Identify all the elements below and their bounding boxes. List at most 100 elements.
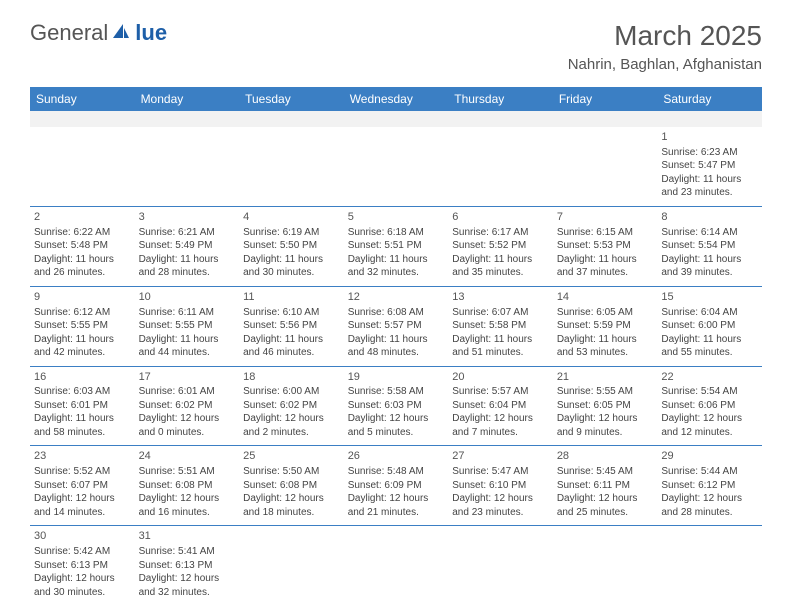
day-rise: Sunrise: 6:19 AM <box>243 226 340 240</box>
day-number: 7 <box>557 210 654 225</box>
day-dl1: Daylight: 11 hours <box>243 253 340 267</box>
calendar-cell <box>448 526 553 605</box>
day-dl2: and 7 minutes. <box>452 426 549 440</box>
title-area: March 2025 Nahrin, Baghlan, Afghanistan <box>568 20 762 73</box>
calendar-cell: 30Sunrise: 5:42 AMSunset: 6:13 PMDayligh… <box>30 526 135 605</box>
day-rise: Sunrise: 5:57 AM <box>452 385 549 399</box>
day-dl1: Daylight: 12 hours <box>139 492 236 506</box>
day-number: 8 <box>661 210 758 225</box>
day-dl2: and 28 minutes. <box>661 506 758 520</box>
calendar-cell: 16Sunrise: 6:03 AMSunset: 6:01 PMDayligh… <box>30 366 135 446</box>
day-set: Sunset: 6:04 PM <box>452 399 549 413</box>
day-dl1: Daylight: 11 hours <box>243 333 340 347</box>
day-number: 15 <box>661 290 758 305</box>
day-set: Sunset: 6:02 PM <box>243 399 340 413</box>
day-dl2: and 44 minutes. <box>139 346 236 360</box>
day-rise: Sunrise: 6:23 AM <box>661 146 758 160</box>
spacer-cell <box>657 111 762 127</box>
calendar-cell: 17Sunrise: 6:01 AMSunset: 6:02 PMDayligh… <box>135 366 240 446</box>
weekday-header-row: Sunday Monday Tuesday Wednesday Thursday… <box>30 87 762 111</box>
day-set: Sunset: 6:02 PM <box>139 399 236 413</box>
day-set: Sunset: 5:55 PM <box>139 319 236 333</box>
calendar-cell <box>30 127 135 206</box>
day-number: 21 <box>557 370 654 385</box>
day-dl1: Daylight: 11 hours <box>452 333 549 347</box>
day-number: 30 <box>34 529 131 544</box>
day-number: 17 <box>139 370 236 385</box>
calendar-cell: 5Sunrise: 6:18 AMSunset: 5:51 PMDaylight… <box>344 206 449 286</box>
day-dl1: Daylight: 11 hours <box>661 173 758 187</box>
calendar-cell: 19Sunrise: 5:58 AMSunset: 6:03 PMDayligh… <box>344 366 449 446</box>
day-set: Sunset: 5:53 PM <box>557 239 654 253</box>
spacer-cell <box>448 111 553 127</box>
day-dl2: and 23 minutes. <box>452 506 549 520</box>
day-number: 24 <box>139 449 236 464</box>
month-title: March 2025 <box>568 20 762 52</box>
calendar-cell: 22Sunrise: 5:54 AMSunset: 6:06 PMDayligh… <box>657 366 762 446</box>
weekday-header: Saturday <box>657 87 762 111</box>
day-dl2: and 53 minutes. <box>557 346 654 360</box>
day-set: Sunset: 6:13 PM <box>139 559 236 573</box>
calendar-cell <box>553 127 658 206</box>
day-dl1: Daylight: 11 hours <box>661 333 758 347</box>
day-rise: Sunrise: 5:58 AM <box>348 385 445 399</box>
calendar-cell: 24Sunrise: 5:51 AMSunset: 6:08 PMDayligh… <box>135 446 240 526</box>
sail-icon <box>111 22 131 45</box>
day-number: 2 <box>34 210 131 225</box>
day-set: Sunset: 5:51 PM <box>348 239 445 253</box>
calendar-cell <box>239 526 344 605</box>
day-rise: Sunrise: 6:11 AM <box>139 306 236 320</box>
day-dl1: Daylight: 12 hours <box>34 492 131 506</box>
day-dl2: and 25 minutes. <box>557 506 654 520</box>
day-rise: Sunrise: 5:47 AM <box>452 465 549 479</box>
day-dl2: and 30 minutes. <box>243 266 340 280</box>
day-number: 5 <box>348 210 445 225</box>
day-dl1: Daylight: 11 hours <box>557 253 654 267</box>
day-dl1: Daylight: 11 hours <box>348 333 445 347</box>
calendar-cell <box>135 127 240 206</box>
day-number: 13 <box>452 290 549 305</box>
day-rise: Sunrise: 5:51 AM <box>139 465 236 479</box>
day-dl1: Daylight: 12 hours <box>348 492 445 506</box>
logo: General lue <box>30 20 167 46</box>
day-rise: Sunrise: 5:52 AM <box>34 465 131 479</box>
calendar-cell: 3Sunrise: 6:21 AMSunset: 5:49 PMDaylight… <box>135 206 240 286</box>
spacer-cell <box>30 111 135 127</box>
calendar-cell: 4Sunrise: 6:19 AMSunset: 5:50 PMDaylight… <box>239 206 344 286</box>
day-dl1: Daylight: 12 hours <box>348 412 445 426</box>
day-set: Sunset: 6:11 PM <box>557 479 654 493</box>
day-rise: Sunrise: 5:55 AM <box>557 385 654 399</box>
day-number: 9 <box>34 290 131 305</box>
calendar-cell <box>657 526 762 605</box>
day-set: Sunset: 5:58 PM <box>452 319 549 333</box>
day-number: 22 <box>661 370 758 385</box>
day-number: 25 <box>243 449 340 464</box>
day-rise: Sunrise: 5:42 AM <box>34 545 131 559</box>
day-number: 11 <box>243 290 340 305</box>
day-number: 27 <box>452 449 549 464</box>
day-set: Sunset: 6:08 PM <box>243 479 340 493</box>
day-dl1: Daylight: 12 hours <box>452 492 549 506</box>
calendar-cell: 23Sunrise: 5:52 AMSunset: 6:07 PMDayligh… <box>30 446 135 526</box>
day-dl2: and 48 minutes. <box>348 346 445 360</box>
calendar-cell: 9Sunrise: 6:12 AMSunset: 5:55 PMDaylight… <box>30 286 135 366</box>
day-number: 12 <box>348 290 445 305</box>
weekday-header: Wednesday <box>344 87 449 111</box>
day-dl2: and 21 minutes. <box>348 506 445 520</box>
day-dl2: and 5 minutes. <box>348 426 445 440</box>
calendar-row: 1Sunrise: 6:23 AMSunset: 5:47 PMDaylight… <box>30 127 762 206</box>
day-dl1: Daylight: 11 hours <box>34 412 131 426</box>
day-dl1: Daylight: 12 hours <box>557 412 654 426</box>
day-rise: Sunrise: 6:01 AM <box>139 385 236 399</box>
spacer-row <box>30 111 762 127</box>
day-dl1: Daylight: 11 hours <box>557 333 654 347</box>
header: General lue March 2025 Nahrin, Baghlan, … <box>0 0 792 83</box>
calendar-row: 2Sunrise: 6:22 AMSunset: 5:48 PMDaylight… <box>30 206 762 286</box>
day-dl2: and 0 minutes. <box>139 426 236 440</box>
calendar-cell: 2Sunrise: 6:22 AMSunset: 5:48 PMDaylight… <box>30 206 135 286</box>
calendar-row: 30Sunrise: 5:42 AMSunset: 6:13 PMDayligh… <box>30 526 762 605</box>
day-dl2: and 12 minutes. <box>661 426 758 440</box>
day-set: Sunset: 5:49 PM <box>139 239 236 253</box>
calendar-cell: 10Sunrise: 6:11 AMSunset: 5:55 PMDayligh… <box>135 286 240 366</box>
day-set: Sunset: 6:13 PM <box>34 559 131 573</box>
